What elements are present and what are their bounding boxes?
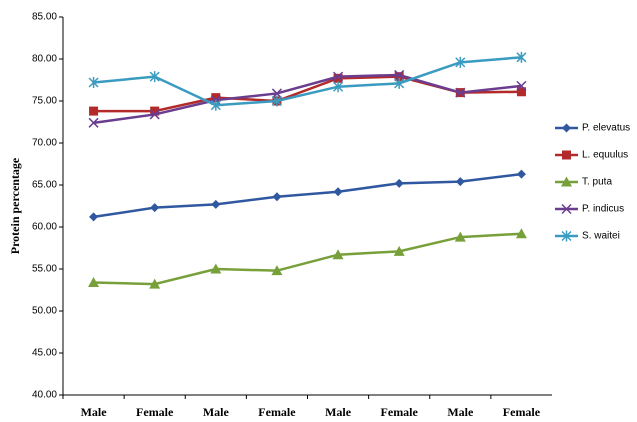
- marker: [271, 88, 282, 99]
- marker: [516, 169, 526, 179]
- x-tick-label: Male: [203, 405, 230, 419]
- marker: [333, 71, 344, 82]
- x-tick-label: Male: [325, 405, 352, 419]
- x-tick-label: Female: [258, 405, 296, 419]
- marker: [88, 276, 100, 287]
- marker: [516, 87, 526, 97]
- marker: [561, 230, 572, 242]
- y-tick-label: 45.00: [32, 348, 57, 359]
- marker: [333, 81, 344, 93]
- marker: [150, 203, 160, 213]
- marker: [393, 245, 405, 256]
- marker: [515, 228, 527, 239]
- legend-label: S. waitei: [582, 231, 620, 242]
- marker: [455, 177, 465, 187]
- marker: [332, 249, 344, 260]
- marker: [394, 77, 405, 89]
- marker: [562, 150, 571, 160]
- marker: [394, 178, 404, 188]
- marker: [89, 212, 99, 222]
- marker: [455, 87, 466, 98]
- x-tick-label: Female: [136, 405, 174, 419]
- legend-label: P. indicus: [582, 204, 624, 215]
- marker: [272, 192, 282, 202]
- marker: [333, 73, 343, 83]
- marker: [454, 231, 466, 242]
- x-tick-label: Male: [447, 405, 474, 419]
- series-line: [93, 73, 522, 125]
- x-tick-label: Female: [381, 405, 419, 419]
- marker: [394, 69, 405, 80]
- marker: [211, 199, 221, 209]
- marker: [88, 77, 99, 89]
- series-line: [93, 172, 522, 219]
- y-tick-label: 70.00: [32, 138, 57, 149]
- marker: [516, 80, 527, 91]
- marker: [149, 109, 160, 120]
- y-tick-label: 60.00: [32, 222, 57, 233]
- marker: [333, 187, 343, 197]
- marker: [211, 93, 221, 103]
- x-tick-label: Male: [81, 405, 108, 419]
- y-tick-label: 65.00: [32, 180, 57, 191]
- y-tick-label: 55.00: [32, 264, 57, 275]
- marker: [394, 72, 404, 82]
- y-tick-label: 75.00: [32, 96, 57, 107]
- marker: [455, 56, 466, 68]
- marker: [88, 117, 99, 128]
- marker: [210, 99, 221, 111]
- marker: [150, 106, 160, 116]
- series-line: [93, 232, 522, 286]
- x-tick-label: Female: [503, 405, 541, 419]
- marker: [271, 95, 282, 107]
- legend-label: P. elevatus: [582, 123, 630, 134]
- marker: [271, 265, 283, 276]
- y-tick-label: 85.00: [32, 12, 57, 23]
- marker: [516, 51, 527, 63]
- series-line: [93, 56, 522, 107]
- legend-label: T. puta: [582, 177, 612, 188]
- y-axis-label: Protein percentage: [8, 157, 22, 254]
- marker: [561, 176, 572, 187]
- y-tick-label: 40.00: [32, 390, 57, 401]
- marker: [149, 71, 160, 83]
- y-tick-label: 50.00: [32, 306, 57, 317]
- marker: [210, 263, 222, 274]
- legend-label: L. equulus: [582, 150, 628, 161]
- marker: [149, 278, 161, 289]
- y-tick-label: 80.00: [32, 54, 57, 65]
- marker: [89, 106, 99, 116]
- marker: [562, 123, 571, 133]
- marker: [561, 203, 572, 215]
